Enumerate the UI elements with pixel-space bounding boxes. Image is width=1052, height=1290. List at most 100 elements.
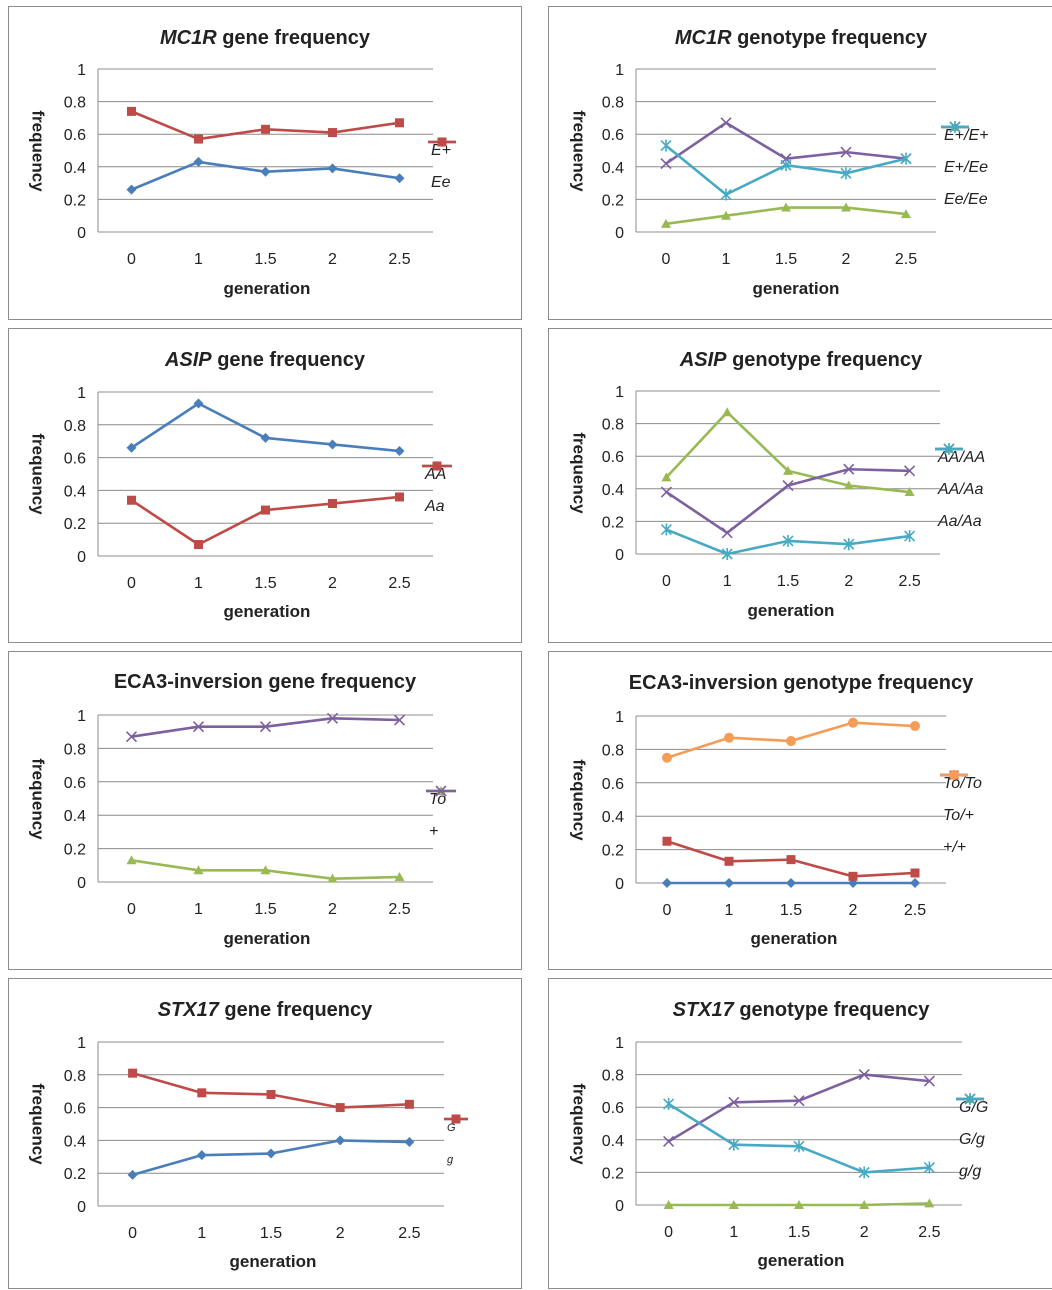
data-point <box>260 432 271 443</box>
y-tick-label: 0.8 <box>602 417 624 434</box>
legend-symbol <box>943 443 955 455</box>
y-tick-label: 1 <box>77 62 86 79</box>
legend-item: Ee <box>428 137 456 199</box>
chart-svg: 0 0.2 0.4 0.6 0.8 1 0 1 1.5 2 2.5 <box>64 385 433 592</box>
data-point <box>126 442 137 453</box>
data-point <box>395 492 404 502</box>
legend-item: E+/Ee <box>941 121 988 184</box>
x-axis-label: generation <box>229 1252 317 1271</box>
y-tick-label: 0.6 <box>602 449 624 466</box>
legend-item: g/g <box>956 1093 988 1188</box>
y-tick-label: 1 <box>615 709 624 726</box>
data-point <box>335 1135 346 1146</box>
series-line <box>665 467 910 535</box>
data-point <box>404 1099 414 1109</box>
chart-title: ECA3-inversion gene frequency <box>9 671 521 694</box>
legend-item: G/g <box>956 1093 988 1156</box>
chart-svg: 0 0.2 0.4 0.6 0.8 1 0 1 1.5 2 2.5 <box>602 384 940 590</box>
chart-panel: ASIP genotype frequency 0 0.2 0.4 0.6 0.8 1 0 1 1… <box>548 328 1052 643</box>
data-point <box>327 163 338 174</box>
legend: G/G G/g g/g <box>956 1092 988 1188</box>
series-Aa/Aa <box>660 523 916 560</box>
legend: E+/E+ E+/Ee Ee/Ee <box>941 120 988 216</box>
y-axis-label: frequency <box>28 109 48 192</box>
y-tick-label: 0.4 <box>64 1133 86 1150</box>
legend-label: To/+ <box>943 807 974 824</box>
y-tick-label: 0 <box>77 875 86 892</box>
x-tick-label: 1 <box>723 573 732 590</box>
chart-panel: MC1R gene frequency 0 0.2 0.4 0.6 0.8 1 0 1 1.5 2 2… <box>8 6 522 320</box>
y-axis-label: frequency <box>28 1083 48 1165</box>
legend-marker <box>426 785 456 797</box>
legend: AA/AA AA/Aa Aa/Aa <box>935 442 985 538</box>
x-tick-label: 1.5 <box>777 573 799 590</box>
x-tick-label: 1 <box>197 1225 206 1242</box>
data-point <box>900 152 912 165</box>
data-point <box>328 499 337 509</box>
data-point <box>728 1138 740 1151</box>
chart-title: STX17 gene frequency <box>9 999 521 1022</box>
chart-title-text: genotype frequency <box>733 999 930 1021</box>
x-tick-label: 2 <box>328 575 337 592</box>
data-point <box>260 865 271 875</box>
data-point <box>328 128 337 138</box>
data-point <box>720 117 732 129</box>
x-tick-label: 1 <box>725 902 734 919</box>
chart-title-text: gene frequency <box>211 349 366 371</box>
x-tick-label: 2.5 <box>388 251 410 268</box>
legend-symbol <box>451 1114 461 1124</box>
data-point <box>910 868 920 878</box>
chart-title-text: genotype frequency <box>731 27 928 49</box>
y-tick-label: 0.8 <box>602 1068 624 1085</box>
x-tick-label: 1.5 <box>254 901 276 918</box>
data-point <box>266 1089 276 1099</box>
series-line <box>667 1102 930 1174</box>
legend-marker <box>940 770 968 780</box>
legend-marker <box>941 121 969 133</box>
data-point <box>197 1088 207 1098</box>
y-tick-label: 0.6 <box>64 775 86 792</box>
y-tick-label: 0 <box>615 547 624 564</box>
legend-label: Ee <box>431 174 451 191</box>
series-Ee <box>127 106 404 144</box>
y-tick-label: 0.4 <box>602 160 624 177</box>
data-point <box>840 167 852 180</box>
data-point <box>782 534 794 547</box>
y-tick-label: 0.2 <box>602 1165 624 1182</box>
legend-label: Aa <box>425 498 445 515</box>
data-point <box>859 1200 870 1209</box>
x-axis-label: generation <box>757 1251 845 1270</box>
x-axis-label: generation <box>752 279 840 298</box>
x-tick-label: 2.5 <box>918 1224 940 1241</box>
chart-panel: ASIP gene frequency 0 0.2 0.4 0.6 0.8 1 0 1 1.5 2 2… <box>8 328 522 643</box>
y-tick-label: 1 <box>77 708 86 725</box>
legend: To/To To/+ +/+ <box>940 768 982 864</box>
legend: E+ Ee <box>428 135 456 199</box>
y-tick-label: 1 <box>615 62 624 79</box>
data-point <box>724 732 734 743</box>
data-point <box>781 202 791 212</box>
data-point <box>335 1103 345 1113</box>
data-point <box>721 548 733 560</box>
series-AA/Aa <box>660 463 916 539</box>
x-tick-label: 2 <box>328 251 337 268</box>
x-tick-label: 2 <box>860 1224 869 1241</box>
x-tick-label: 0 <box>663 902 672 919</box>
data-point <box>841 202 851 212</box>
chart-svg: 0 0.2 0.4 0.6 0.8 1 0 1 1.5 2 2.5 <box>64 1035 444 1242</box>
y-tick-label: 0.8 <box>64 1068 86 1085</box>
y-tick-label: 0.2 <box>602 843 624 860</box>
x-tick-label: 2.5 <box>388 575 410 592</box>
series-AA <box>126 398 405 457</box>
x-tick-label: 0 <box>664 1224 673 1241</box>
series-+/+ <box>662 717 920 763</box>
chart-panel: STX17 gene frequency 0 0.2 0.4 0.6 0.8 1 0 1 1.5 2… <box>8 978 522 1289</box>
x-tick-label: 1 <box>194 575 203 592</box>
x-tick-label: 2 <box>328 901 337 918</box>
data-point <box>261 124 270 134</box>
x-tick-label: 0 <box>662 251 671 268</box>
data-point <box>794 1200 804 1209</box>
chart-title-gene: MC1R <box>159 27 217 49</box>
legend-marker <box>422 461 452 471</box>
data-point <box>843 480 854 490</box>
